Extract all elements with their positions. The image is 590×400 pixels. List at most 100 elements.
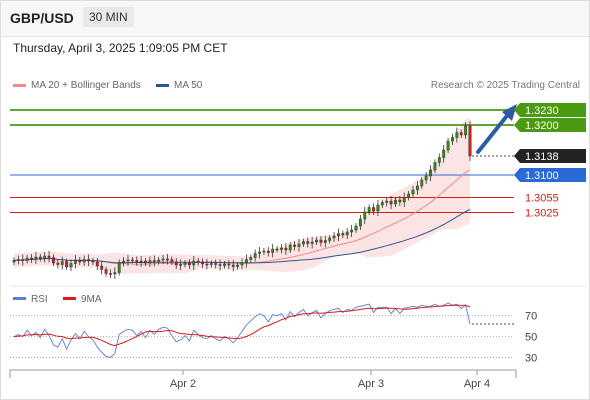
candle bbox=[78, 257, 82, 265]
candle bbox=[310, 237, 314, 249]
price-label-1.3055: 1.3055 bbox=[525, 193, 559, 205]
candle-body bbox=[424, 175, 428, 181]
candle-body bbox=[144, 260, 147, 264]
candle bbox=[306, 237, 310, 248]
candle-body bbox=[113, 272, 117, 275]
candle bbox=[157, 257, 161, 265]
candle bbox=[249, 254, 253, 263]
candle bbox=[358, 215, 362, 230]
candle-body bbox=[161, 258, 165, 261]
rsi-level-label: 50 bbox=[525, 332, 537, 344]
legend-label-ma20: MA 20 + Bollinger Bands bbox=[31, 80, 141, 91]
candle bbox=[244, 254, 248, 268]
candle bbox=[144, 258, 147, 266]
candle-body bbox=[12, 260, 16, 263]
candle bbox=[451, 133, 454, 145]
price-label-1.3100: 1.3100 bbox=[525, 170, 559, 182]
candle-body bbox=[34, 256, 38, 260]
candle-body bbox=[464, 125, 468, 136]
candle-body bbox=[95, 261, 99, 267]
candle-body bbox=[266, 250, 270, 253]
candle bbox=[389, 196, 393, 209]
candle bbox=[372, 203, 375, 215]
timestamp: Thursday, April 3, 2025 1:09:05 PM CET bbox=[13, 41, 228, 55]
candle bbox=[275, 246, 279, 253]
price-label-1.3138: 1.3138 bbox=[525, 151, 559, 163]
candle bbox=[104, 266, 108, 277]
candle bbox=[284, 243, 288, 255]
candle bbox=[87, 254, 90, 266]
candle-body bbox=[52, 257, 55, 264]
candle-body bbox=[350, 229, 354, 233]
candle bbox=[433, 159, 437, 173]
ma20-swatch bbox=[13, 83, 26, 87]
x-tick-label: Apr 2 bbox=[170, 378, 196, 390]
candle-body bbox=[433, 162, 437, 171]
candle-body bbox=[376, 204, 380, 212]
candle-body bbox=[30, 257, 33, 260]
bollinger-band bbox=[14, 118, 470, 274]
candle bbox=[21, 254, 25, 266]
candle-body bbox=[227, 263, 231, 266]
candle-body bbox=[262, 250, 266, 253]
candle bbox=[30, 254, 33, 263]
candle-body bbox=[306, 241, 310, 244]
x-tick-label: Apr 3 bbox=[358, 378, 384, 390]
candle-body bbox=[446, 140, 450, 151]
candle bbox=[350, 225, 354, 237]
candle-body bbox=[341, 233, 345, 236]
candle bbox=[209, 260, 213, 268]
candle-body bbox=[38, 256, 42, 259]
candle bbox=[240, 258, 244, 269]
candle bbox=[161, 255, 165, 264]
candle-body bbox=[196, 260, 200, 263]
candle bbox=[415, 181, 419, 195]
candle bbox=[139, 256, 143, 267]
candle bbox=[424, 172, 428, 184]
candle-body bbox=[73, 259, 77, 264]
candle bbox=[459, 129, 463, 138]
candle bbox=[345, 228, 349, 239]
trend-arrow-shaft bbox=[476, 110, 512, 154]
candle-body bbox=[402, 197, 406, 203]
rsi-legend-swatch-9MA bbox=[63, 297, 76, 300]
rsi-ma-line bbox=[13, 304, 471, 347]
candle-body bbox=[65, 261, 69, 268]
candle-body bbox=[170, 259, 174, 263]
candle bbox=[73, 255, 77, 269]
candle-body bbox=[69, 263, 73, 268]
candle-body bbox=[205, 263, 209, 266]
candle bbox=[293, 241, 297, 251]
candle bbox=[152, 255, 156, 267]
candle-body bbox=[249, 257, 253, 260]
source-credit: Research © 2025 Trading Central bbox=[430, 80, 580, 91]
candle bbox=[223, 261, 226, 269]
candle bbox=[363, 207, 367, 224]
candle-body bbox=[389, 200, 393, 205]
timeframe-button[interactable]: 30 MIN bbox=[83, 7, 134, 27]
rsi-legend-label-RSI: RSI bbox=[31, 294, 48, 305]
candle-body bbox=[21, 259, 25, 261]
candle bbox=[301, 238, 305, 247]
candle-body bbox=[380, 202, 384, 206]
candle bbox=[262, 248, 266, 255]
candle-body bbox=[275, 248, 279, 251]
candle-body bbox=[310, 241, 314, 244]
candle-body bbox=[442, 149, 446, 158]
price-label-bg-1.3100 bbox=[514, 168, 586, 182]
price-label-1.3230: 1.3230 bbox=[525, 105, 559, 117]
candle-body bbox=[109, 273, 112, 275]
candle-body bbox=[288, 244, 292, 251]
candle bbox=[227, 260, 231, 269]
candle bbox=[429, 165, 432, 181]
candle bbox=[113, 267, 117, 279]
candle-body bbox=[358, 218, 362, 227]
candle-body bbox=[372, 207, 375, 212]
candle bbox=[236, 262, 240, 270]
candle-body bbox=[148, 260, 152, 264]
candle-body bbox=[56, 262, 60, 265]
candle-body bbox=[315, 239, 318, 243]
candle bbox=[82, 255, 86, 266]
rsi-line bbox=[13, 302, 471, 358]
candle bbox=[34, 252, 38, 264]
